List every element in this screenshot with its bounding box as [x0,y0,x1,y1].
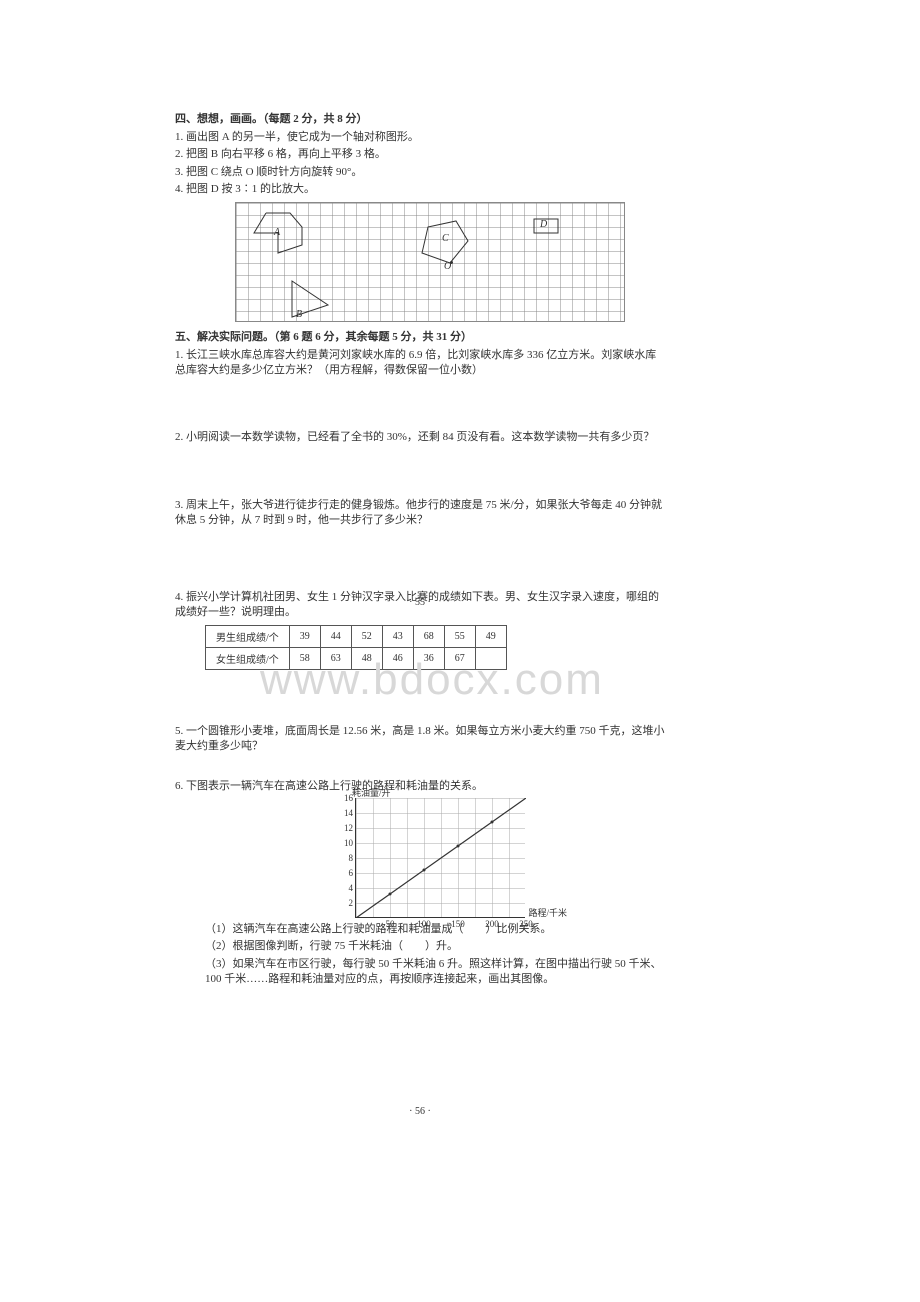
s4-q3: 3. 把图 C 绕点 O 顺时针方向旋转 90°。 [175,165,665,180]
workspace-q5 [175,757,665,779]
s4-q4: 4. 把图 D 按 3∶1 的比放大。 [175,182,665,197]
label-d: D [540,219,547,230]
s5-q3: 3. 周末上午，张大爷进行徒步行走的健身锻炼。他步行的速度是 75 米/分，如果… [175,498,665,529]
fuel-chart: 耗油量/升 路程/千米 2 4 6 8 10 12 14 16 50 100 1… [355,798,525,918]
workspace-q3 [175,531,665,581]
table-row-boys: 男生组成绩/个 39 44 52 43 68 55 49 [206,625,507,647]
q6-sub3: （3）如果汽车在市区行驶，每行驶 50 千米耗油 6 升。照这样计算，在图中描出… [175,957,665,988]
x-axis-title: 路程/千米 [528,906,567,919]
page-56: 4. 振兴小学计算机社团男、女生 1 分钟汉字录入比赛的成绩如下表。男、女生汉字… [175,590,665,1117]
q6-sub2: （2）根据图像判断，行驶 75 千米耗油（ ）升。 [175,939,665,954]
xtick: 50 [386,917,395,929]
s5-q4: 4. 振兴小学计算机社团男、女生 1 分钟汉字录入比赛的成绩如下表。男、女生汉字… [175,590,665,621]
page-55: 四、想想，画画。（每题 2 分，共 8 分） 1. 画出图 A 的另一半，使它成… [175,110,665,608]
ytick: 2 [349,898,357,908]
s4-q1: 1. 画出图 A 的另一半，使它成为一个轴对称图形。 [175,130,665,145]
point-o [450,261,453,264]
section4-title: 四、想想，画画。（每题 2 分，共 8 分） [175,110,665,126]
workspace-q4 [175,674,665,724]
s5-q2: 2. 小明阅读一本数学读物，已经看了全书的 30%，还剩 84 页没有看。这本数… [175,430,665,445]
geometry-grid: A B C O D [235,202,625,322]
chart-line [356,798,526,918]
shape-b [286,275,346,323]
row-label-girls: 女生组成绩/个 [206,647,290,669]
row-label-boys: 男生组成绩/个 [206,625,290,647]
xtick: 250 [519,917,533,929]
shape-a [242,209,322,257]
workspace-q1 [175,380,665,430]
s5-q5: 5. 一个圆锥形小麦堆，底面周长是 12.56 米，高是 1.8 米。如果每立方… [175,724,665,755]
ytick: 16 [344,793,356,803]
ytick: 14 [344,808,356,818]
ytick: 4 [349,883,357,893]
label-a: A [274,227,280,238]
workspace-q6-2 [175,1040,665,1090]
section5-title: 五、解决实际问题。（第 6 题 6 分，其余每题 5 分，共 31 分） [175,328,665,344]
label-b: B [296,309,302,320]
s5-q1: 1. 长江三峡水库总库容大约是黄河刘家峡水库的 6.9 倍，比刘家峡水库多 33… [175,348,665,379]
typing-score-table: 男生组成绩/个 39 44 52 43 68 55 49 女生组成绩/个 58 … [205,625,507,670]
s4-q2: 2. 把图 B 向右平移 6 格，再向上平移 3 格。 [175,147,665,162]
page-number-56: · 56 · [175,1106,665,1117]
xtick: 150 [451,917,465,929]
workspace-q2 [175,448,665,498]
table-row-girls: 女生组成绩/个 58 63 48 46 36 67 [206,647,507,669]
ytick: 6 [349,868,357,878]
xtick: 200 [485,917,499,929]
workspace-q6 [175,990,665,1040]
ytick: 10 [344,838,356,848]
s5-q6: 6. 下图表示一辆汽车在高速公路上行驶的路程和耗油量的关系。 [175,779,665,794]
xtick: 100 [417,917,431,929]
ytick: 8 [349,853,357,863]
ytick: 12 [344,823,356,833]
label-c: C [442,233,449,244]
